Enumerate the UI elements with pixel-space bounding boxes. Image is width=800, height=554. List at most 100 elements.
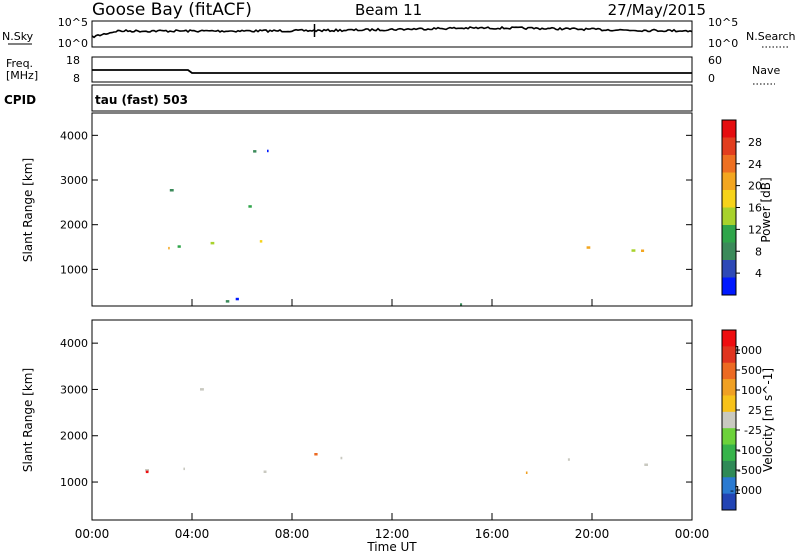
colorbar-tick-label: 16: [748, 202, 762, 215]
y-tick-label: 4000: [60, 337, 88, 350]
cpid-label: CPID: [4, 93, 36, 107]
x-tick-label: 08:00: [275, 527, 310, 541]
colorbar-swatch: [722, 379, 736, 396]
colorbar-swatch: [722, 444, 736, 462]
scatter-cell: [200, 388, 204, 391]
y-tick-label: 3000: [60, 174, 88, 187]
velocity-y-axis: 4000 3000 2000 1000: [60, 337, 692, 489]
x-tick-label: 16:00: [475, 527, 510, 541]
scatter-cell: [235, 297, 239, 301]
scatter-cell: [641, 249, 645, 252]
colorbar-tick-label: 28: [748, 136, 762, 149]
colorbar-tick-label: 1000: [734, 344, 762, 357]
scatter-cell: [263, 470, 267, 473]
colorbar-swatch: [722, 460, 736, 478]
velocity-colorbar: 1000 500 100 25 -25 -100 -500 -1000: [721, 329, 762, 511]
colorbar-tick-label: 4: [755, 267, 762, 280]
scatter-cell: [183, 467, 185, 471]
cpid-panel: [91, 84, 693, 112]
velocity-heatmap: [145, 388, 648, 474]
freq-tick-top: 18: [66, 54, 80, 67]
noise-left-label: N.Sky: [2, 30, 34, 43]
freq-line: [92, 69, 692, 74]
scatter-cell: [145, 469, 149, 472]
colorbar-swatch: [722, 242, 736, 261]
cpid-value: tau (fast) 503: [95, 93, 188, 107]
colorbar-tick-label: 20: [748, 180, 762, 193]
noise-right-tick-bottom: 10^0: [708, 37, 738, 50]
colorbar-swatch: [722, 428, 736, 446]
scatter-cell: [145, 470, 149, 474]
scatter-cell: [210, 241, 215, 245]
colorbar-swatch: [722, 411, 736, 429]
power-colorbar-label: Power [dB]: [759, 177, 773, 242]
colorbar-swatch: [722, 120, 736, 138]
colorbar-swatch: [722, 362, 736, 380]
x-tick-label: 20:00: [575, 527, 610, 541]
noise-panel: [91, 20, 693, 48]
colorbar-tick-label: 8: [755, 245, 762, 258]
colorbar-tick-label: -1000: [730, 484, 762, 497]
scatter-cell: [225, 300, 230, 303]
beam-title: Beam 11: [355, 1, 422, 19]
velocity-ylabel: Slant Range [km]: [21, 368, 35, 472]
y-tick-label: 3000: [60, 383, 88, 396]
colorbar-tick-label: 100: [741, 384, 762, 397]
power-heatmap: [168, 149, 645, 306]
y-tick-label: 2000: [60, 219, 88, 232]
colorbar-tick-label: -500: [737, 464, 762, 477]
power-ylabel: Slant Range [km]: [21, 158, 35, 262]
x-tick-label: 00:00: [75, 527, 110, 541]
scatter-cell: [314, 453, 318, 456]
freq-label-2: [MHz]: [6, 69, 38, 82]
y-tick-label: 2000: [60, 430, 88, 443]
y-tick-label: 1000: [60, 476, 88, 489]
colorbar-swatch: [722, 137, 736, 156]
colorbar-swatch: [722, 493, 736, 511]
scatter-cell: [267, 149, 269, 153]
colorbar-swatch: [722, 172, 736, 191]
scatter-cell: [567, 458, 570, 461]
xaxis-label: Time UT: [366, 540, 417, 554]
power-y-axis: 4000 3000 2000 1000: [60, 129, 692, 276]
colorbar-tick-label: 12: [748, 223, 762, 236]
date-title: 27/May/2015: [608, 1, 706, 19]
velocity-panel: [91, 319, 693, 521]
scatter-cell: [586, 246, 591, 249]
freq-tick-bottom: 8: [73, 72, 80, 85]
power-panel: [91, 112, 693, 307]
noise-right-label: N.Search: [746, 30, 796, 43]
colorbar-tick-label: 500: [741, 364, 762, 377]
colorbar-tick-label: 24: [748, 158, 762, 171]
scatter-cell: [253, 150, 257, 153]
scatter-cell: [169, 189, 174, 192]
colorbar-swatch: [722, 260, 736, 278]
colorbar-tick-label: 25: [748, 404, 762, 417]
scatter-cell: [168, 246, 170, 250]
nave-tick-top: 60: [708, 54, 722, 67]
colorbar-swatch: [722, 155, 736, 173]
scatter-cell: [248, 205, 252, 208]
y-tick-label: 1000: [60, 263, 88, 276]
noise-right-tick-top: 10^5: [708, 16, 738, 29]
colorbar-swatch: [722, 330, 736, 347]
scatter-cell: [177, 245, 181, 248]
colorbar-swatch: [722, 277, 736, 296]
x-tick-label: 04:00: [175, 527, 210, 541]
x-tick-label: 12:00: [375, 527, 410, 541]
colorbar-swatch: [722, 207, 736, 226]
noise-left-tick-bottom: 10^0: [58, 37, 88, 50]
colorbar-tick-label: -25: [744, 424, 762, 437]
power-colorbar: 28 24 20 16 12 8 4: [721, 119, 762, 296]
freq-label-1: Freq.: [6, 57, 33, 70]
y-tick-label: 4000: [60, 129, 88, 142]
colorbar-swatch: [722, 346, 736, 364]
scatter-cell: [644, 463, 648, 466]
colorbar-swatch: [722, 225, 736, 243]
velocity-colorbar-label: Velocity [m s^-1]: [761, 368, 775, 472]
nave-tick-bottom: 0: [708, 72, 715, 85]
nave-label: Nave: [752, 64, 780, 77]
scatter-cell: [631, 249, 636, 252]
x-tick-label: 00:00: [675, 527, 710, 541]
colorbar-swatch: [722, 395, 736, 413]
